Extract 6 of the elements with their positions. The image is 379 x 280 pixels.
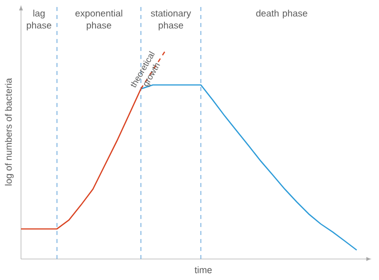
x-axis-title: time bbox=[194, 266, 212, 274]
text: exponential phase bbox=[75, 10, 122, 30]
text: stationary phase bbox=[150, 10, 192, 30]
text: lag phase bbox=[26, 10, 52, 30]
y-axis-title: log of numbers of bacteria bbox=[4, 78, 14, 186]
text: death phase bbox=[256, 10, 308, 18]
